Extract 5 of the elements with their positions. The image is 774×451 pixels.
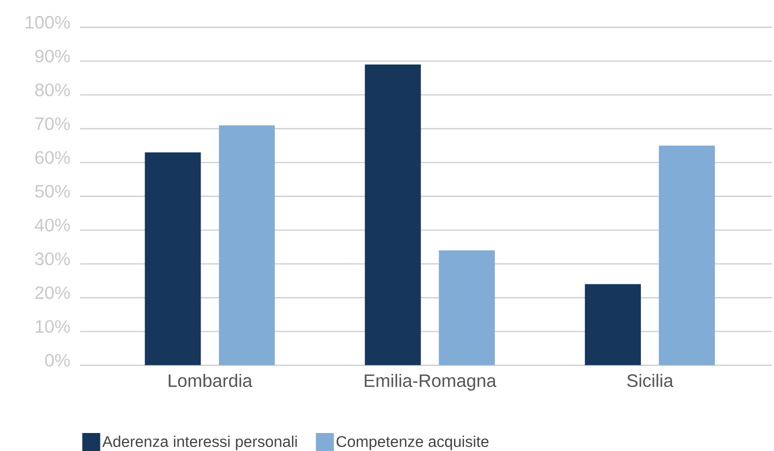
x-tick-label: Lombardia [168,374,252,388]
x-tick-label: Emilia-Romagna [364,374,496,391]
x-tick-label: Sicilia [627,374,674,388]
legend-label: Competenze acquisite [336,436,489,450]
legend-label: Aderenza interessi personali [102,436,297,450]
